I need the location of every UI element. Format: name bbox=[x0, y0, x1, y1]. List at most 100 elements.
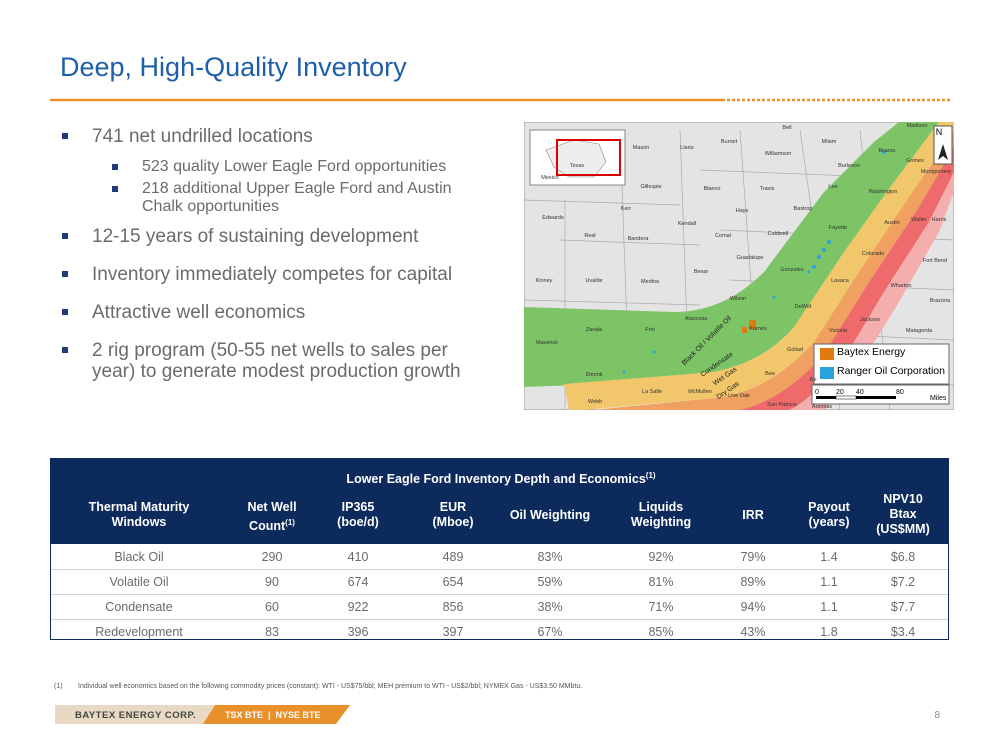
map-label: Burnet bbox=[721, 139, 738, 145]
map-label: McMullen bbox=[688, 389, 712, 395]
header-line: Net Well bbox=[247, 500, 297, 514]
map-label: Brazos bbox=[878, 148, 895, 154]
scale-label: Miles bbox=[930, 395, 947, 402]
map-label: Milam bbox=[822, 139, 837, 145]
map-label: Guadalupe bbox=[737, 255, 764, 261]
company-name: BAYTEX ENERGY CORP. bbox=[75, 710, 196, 721]
table-cell: 489 bbox=[442, 550, 464, 564]
header-line: (years) bbox=[808, 515, 850, 529]
map-label: Kendall bbox=[678, 221, 696, 227]
table-cell: 290 bbox=[261, 550, 283, 564]
table-cell: Condensate bbox=[105, 600, 173, 614]
column-header: Liquids Weighting bbox=[631, 500, 691, 530]
map-label: Victoria bbox=[829, 328, 848, 334]
bullet: 523 quality Lower Eagle Ford opportuniti… bbox=[60, 158, 492, 176]
map-label: Austin bbox=[884, 220, 899, 226]
map-label: Kinney bbox=[536, 278, 553, 284]
map-label: Gonzales bbox=[780, 267, 803, 273]
map-label: Wharton bbox=[891, 283, 912, 289]
map-label: Medina bbox=[641, 279, 660, 285]
map: N Baytex Energy Ranger Oil Corporation 0… bbox=[524, 122, 954, 410]
row-divider bbox=[51, 594, 948, 595]
table-cell: $3.4 bbox=[890, 625, 916, 639]
slide-title: Deep, High-Quality Inventory bbox=[60, 52, 407, 82]
column-header: IRR bbox=[742, 508, 764, 523]
map-label: Colorado bbox=[862, 251, 884, 257]
table-cell: 83% bbox=[537, 550, 563, 564]
north-label: N bbox=[936, 127, 943, 137]
map-label: Washington bbox=[869, 189, 898, 195]
bullet: 12-15 years of sustaining development bbox=[60, 226, 492, 247]
bullet: Inventory immediately competes for capit… bbox=[60, 264, 492, 285]
map-label: Bee bbox=[765, 371, 775, 377]
map-label: Frio bbox=[645, 327, 654, 333]
header-line: Liquids bbox=[638, 500, 684, 514]
map-label: Lee bbox=[828, 184, 837, 190]
table-title: Lower Eagle Ford Inventory Depth and Eco… bbox=[346, 468, 655, 487]
table-cell: 79% bbox=[740, 550, 766, 564]
map-label: Karnes bbox=[749, 326, 767, 332]
map-label: Bastrop bbox=[794, 206, 813, 212]
header-line: Thermal Maturity bbox=[88, 500, 190, 514]
map-label: Aransas bbox=[812, 404, 832, 410]
scale-label: 80 bbox=[896, 389, 904, 396]
header-note: (1) bbox=[285, 518, 295, 527]
header-line: IP365 bbox=[341, 500, 375, 514]
header-line: Windows bbox=[111, 515, 167, 529]
map-label: Burleson bbox=[838, 163, 860, 169]
scale-label: 40 bbox=[856, 389, 864, 396]
table-cell: 67% bbox=[537, 625, 563, 639]
economics-table: Lower Eagle Ford Inventory Depth and Eco… bbox=[50, 458, 949, 640]
footnote-text: Individual well economics based on the f… bbox=[78, 683, 583, 690]
map-label: Jackson bbox=[860, 317, 880, 323]
table-cell: 654 bbox=[442, 575, 464, 589]
footer: BAYTEX ENERGY CORP. TSX BTE | NYSE BTE 8 bbox=[55, 705, 940, 724]
table-cell: 38% bbox=[537, 600, 563, 614]
column-header: Thermal Maturity Windows bbox=[89, 500, 190, 530]
map-label: La Salle bbox=[642, 389, 662, 395]
map-label: Live Oak bbox=[728, 393, 750, 399]
column-header: Payout (years) bbox=[808, 500, 850, 530]
map-label: Gillespie bbox=[640, 184, 661, 190]
table-cell: 410 bbox=[347, 550, 369, 564]
table-cell: 1.8 bbox=[820, 625, 838, 639]
map-label: Harris bbox=[932, 217, 947, 223]
table-cell: Black Oil bbox=[114, 550, 164, 564]
legend-label: Ranger Oil Corporation bbox=[837, 365, 945, 377]
table-header: Lower Eagle Ford Inventory Depth and Eco… bbox=[51, 459, 948, 544]
map-label: Travis bbox=[760, 186, 775, 192]
column-header: NPV10 Btax (US$MM) bbox=[876, 492, 929, 537]
table-title-note: (1) bbox=[645, 471, 656, 480]
map-label: Dimmit bbox=[585, 372, 603, 378]
column-header: Oil Weighting bbox=[510, 508, 590, 523]
bullet: 2 rig program (50-55 net wells to sales … bbox=[60, 340, 492, 382]
map-label: Maverick bbox=[536, 340, 558, 346]
table-cell: 674 bbox=[347, 575, 369, 589]
legend-label: Baytex Energy bbox=[837, 346, 906, 358]
map-label: DeWitt bbox=[795, 304, 812, 310]
map-label: Zavala bbox=[586, 327, 603, 333]
map-label: Edwards bbox=[542, 215, 564, 221]
table-cell: $6.8 bbox=[890, 550, 916, 564]
header-line: Oil Weighting bbox=[509, 508, 591, 522]
map-label: San Patricio bbox=[767, 402, 797, 408]
scale-label: 0 bbox=[815, 389, 819, 396]
map-label: Real bbox=[584, 233, 595, 239]
map-label: Wilson bbox=[730, 296, 747, 302]
map-label: Waller bbox=[911, 217, 927, 223]
map-label: Texas bbox=[570, 163, 585, 169]
map-label: Bell bbox=[782, 125, 791, 131]
map-label: Comal bbox=[715, 233, 731, 239]
map-label: Fort Bend bbox=[923, 258, 947, 264]
map-label: Grimes bbox=[906, 158, 924, 164]
table-cell: 92% bbox=[648, 550, 674, 564]
map-label: Mexico bbox=[541, 175, 558, 181]
map-label: Madison bbox=[907, 123, 928, 129]
table-cell: 90 bbox=[265, 575, 279, 589]
map-label: Blanco bbox=[704, 186, 721, 192]
table-cell: 81% bbox=[648, 575, 674, 589]
map-label: Caldwell bbox=[768, 231, 789, 237]
table-cell: 71% bbox=[648, 600, 674, 614]
title-rule bbox=[50, 98, 950, 102]
